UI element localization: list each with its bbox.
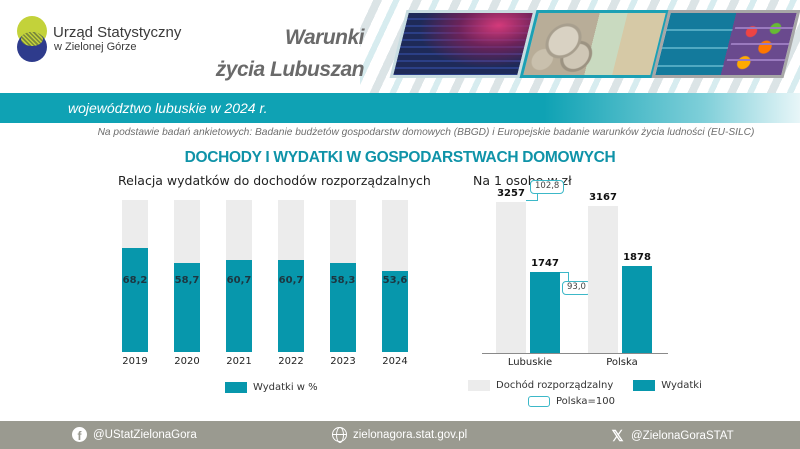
bar-expenses-pct xyxy=(226,259,252,352)
bar-income xyxy=(496,202,526,353)
bar-background: 68,2 xyxy=(122,200,148,352)
region-band: województwo lubuskie w 2024 r. xyxy=(0,93,800,123)
bar-expenses-pct xyxy=(174,262,200,352)
bar-expenses-pct xyxy=(330,263,356,352)
index-badge-expenses: 93,0 xyxy=(562,281,591,295)
bar-background: 58,3 xyxy=(330,200,356,352)
income-value-label: 3257 xyxy=(497,188,525,199)
legend-label-expenses-pct: Wydatki w % xyxy=(253,382,318,393)
money-photo xyxy=(519,10,670,78)
legend-swatch-index xyxy=(528,396,550,407)
bar-expenses-pct xyxy=(382,270,408,352)
bar-background: 60,7 xyxy=(278,200,304,352)
website-url: zielonagora.stat.gov.pl xyxy=(353,428,468,441)
index-connector xyxy=(560,272,568,273)
right-chart-legend: Dochód rozporządzalny Wydatki Polska=100 xyxy=(468,380,702,412)
left-chart-legend: Wydatki w % xyxy=(225,382,318,393)
publication-title: Warunki życia Lubuszan xyxy=(200,22,365,86)
fridge-photo xyxy=(651,10,800,78)
header: Urząd Statystyczny w Zielonej Górze Waru… xyxy=(0,0,800,93)
index-badge-income: 102,8 xyxy=(530,180,565,194)
x-tick-label: 2020 xyxy=(174,356,200,367)
website-link[interactable]: zielonagora.stat.gov.pl xyxy=(332,427,468,443)
left-chart-plot: 68,2 58,7 60,7 60,7 58,3 53,6 xyxy=(100,200,430,352)
footer: f @UStatZielonaGora zielonagora.stat.gov… xyxy=(0,421,800,449)
bar-background: 60,7 xyxy=(226,200,252,352)
x-link[interactable]: 𝕏 @ZielonaGoraSTAT xyxy=(610,427,734,445)
org-name: Urząd Statystyczny xyxy=(53,24,182,41)
legend-swatch-income xyxy=(468,380,490,391)
index-connector xyxy=(537,192,538,200)
gus-logo-icon xyxy=(17,16,47,62)
legend-label-index: Polska=100 xyxy=(556,396,615,407)
facebook-handle: @UStatZielonaGora xyxy=(93,428,197,441)
expenses-value-label: 1747 xyxy=(531,258,559,269)
x-handle: @ZielonaGoraSTAT xyxy=(631,430,734,442)
facebook-link[interactable]: f @UStatZielonaGora xyxy=(72,427,197,442)
cinema-photo xyxy=(389,10,537,78)
bar-expenses-pct xyxy=(122,248,148,352)
x-logo-icon: 𝕏 xyxy=(611,428,624,445)
x-tick-label: 2024 xyxy=(382,356,408,367)
legend-swatch-expenses xyxy=(633,380,656,391)
left-chart-title: Relacja wydatków do dochodów rozporządza… xyxy=(118,173,431,188)
x-tick-label: Polska xyxy=(606,357,638,368)
x-tick-label: Lubuskie xyxy=(507,357,553,368)
publication-title-line2: życia Lubuszan xyxy=(215,58,365,81)
globe-icon xyxy=(332,427,347,443)
index-connector xyxy=(568,272,569,281)
bar-value-label: 60,7 xyxy=(226,275,252,286)
bar-value-label: 58,7 xyxy=(174,275,200,286)
region-year-label: województwo lubuskie w 2024 r. xyxy=(68,100,268,116)
bar-expenses xyxy=(622,265,652,353)
bar-value-label: 58,3 xyxy=(330,275,356,286)
bar-expenses xyxy=(530,272,560,353)
org-subtitle: w Zielonej Górze xyxy=(54,41,137,53)
legend-swatch-expenses xyxy=(225,382,247,393)
income-value-label: 3167 xyxy=(589,192,617,204)
x-tick-label: 2023 xyxy=(330,356,356,367)
bar-value-label: 60,7 xyxy=(278,275,304,286)
bar-expenses-pct xyxy=(278,259,304,352)
bar-value-label: 53,6 xyxy=(382,275,408,286)
bar-value-label: 68,2 xyxy=(122,275,148,286)
index-connector xyxy=(526,200,538,201)
publication-title-line1: Warunki xyxy=(285,26,364,49)
x-axis-line xyxy=(482,353,668,354)
source-note: Na podstawie badań ankietowych: Badanie … xyxy=(97,127,755,138)
main-title: DOCHODY I WYDATKI W GOSPODARSTWACH DOMOW… xyxy=(184,149,616,166)
bar-income xyxy=(588,206,618,353)
expenses-value-label: 1878 xyxy=(623,251,651,263)
bar-background: 58,7 xyxy=(174,200,200,352)
legend-label-income: Dochód rozporządzalny xyxy=(496,380,614,391)
x-tick-label: 2022 xyxy=(278,356,304,367)
x-tick-label: 2019 xyxy=(122,356,148,367)
bar-background: 53,6 xyxy=(382,200,408,352)
facebook-icon: f xyxy=(72,427,87,442)
x-tick-label: 2021 xyxy=(226,356,252,367)
legend-label-expenses: Wydatki xyxy=(661,380,702,391)
